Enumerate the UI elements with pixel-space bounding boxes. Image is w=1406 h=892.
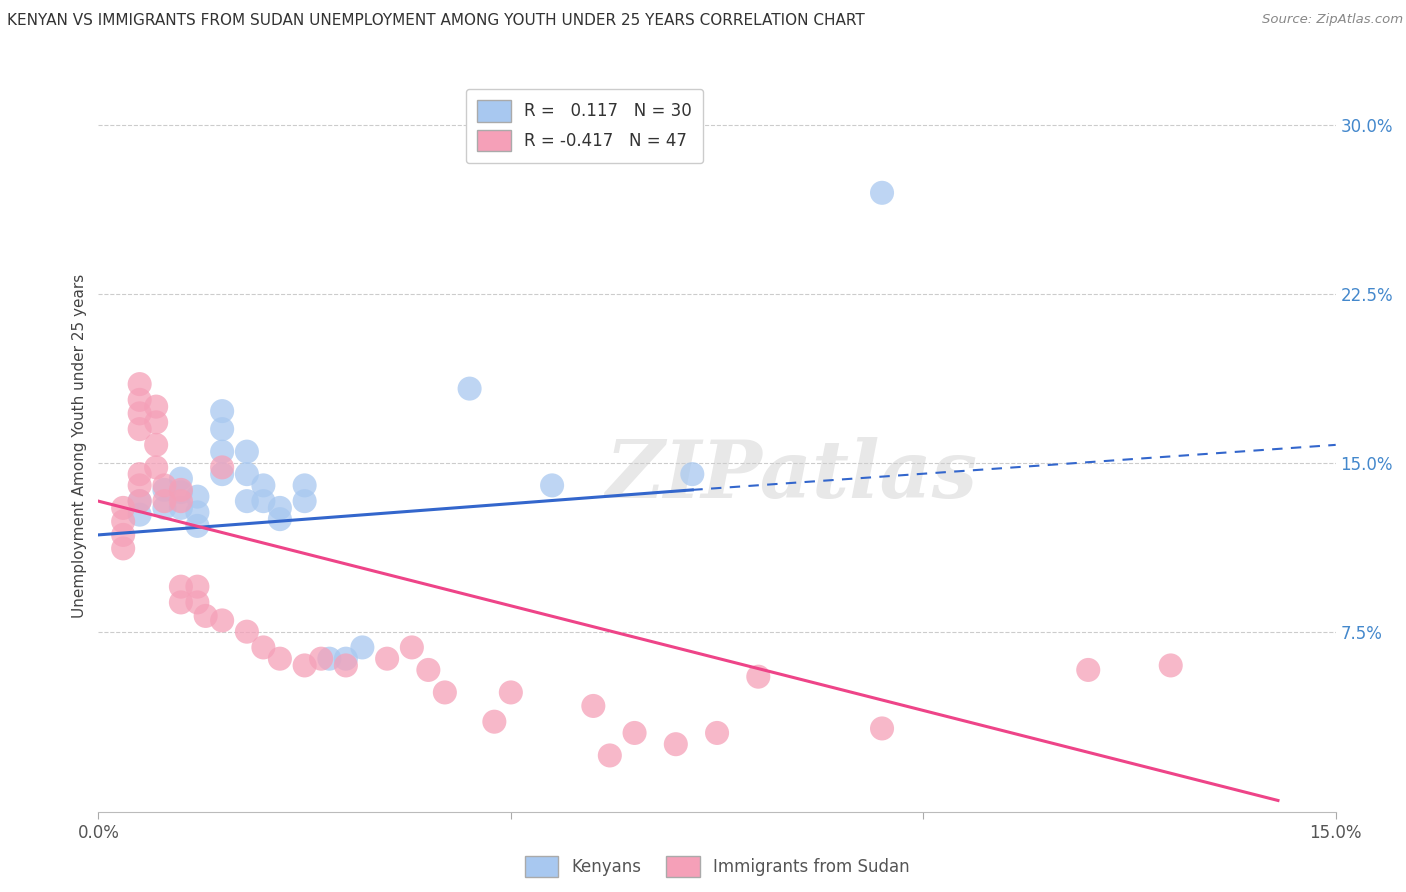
Point — [681, 467, 703, 482]
Point — [236, 467, 259, 482]
Point — [186, 580, 208, 594]
Point — [236, 494, 259, 508]
Point — [335, 658, 357, 673]
Point — [252, 478, 274, 492]
Point — [170, 485, 193, 500]
Point — [582, 698, 605, 713]
Point — [706, 726, 728, 740]
Point — [352, 640, 374, 655]
Point — [211, 467, 233, 482]
Point — [112, 541, 135, 556]
Point — [1160, 658, 1182, 673]
Point — [145, 460, 167, 475]
Point — [186, 519, 208, 533]
Point — [294, 478, 316, 492]
Point — [623, 726, 645, 740]
Point — [294, 658, 316, 673]
Point — [335, 651, 357, 665]
Y-axis label: Unemployment Among Youth under 25 years: Unemployment Among Youth under 25 years — [72, 274, 87, 618]
Point — [128, 406, 150, 420]
Point — [401, 640, 423, 655]
Point — [170, 595, 193, 609]
Point — [236, 444, 259, 458]
Point — [153, 500, 176, 515]
Point — [170, 472, 193, 486]
Point — [252, 640, 274, 655]
Text: KENYAN VS IMMIGRANTS FROM SUDAN UNEMPLOYMENT AMONG YOUTH UNDER 25 YEARS CORRELAT: KENYAN VS IMMIGRANTS FROM SUDAN UNEMPLOY… — [7, 13, 865, 29]
Point — [128, 478, 150, 492]
Point — [211, 460, 233, 475]
Point — [211, 422, 233, 436]
Point — [236, 624, 259, 639]
Point — [252, 494, 274, 508]
Point — [128, 392, 150, 407]
Point — [186, 595, 208, 609]
Point — [211, 444, 233, 458]
Point — [128, 467, 150, 482]
Point — [112, 528, 135, 542]
Point — [211, 404, 233, 418]
Point — [433, 685, 456, 699]
Point — [309, 651, 332, 665]
Point — [1077, 663, 1099, 677]
Point — [458, 382, 481, 396]
Point — [194, 608, 217, 623]
Point — [170, 500, 193, 515]
Point — [665, 737, 688, 751]
Point — [128, 422, 150, 436]
Point — [170, 483, 193, 497]
Point — [145, 400, 167, 414]
Point — [318, 651, 340, 665]
Text: ZIPatlas: ZIPatlas — [605, 436, 977, 514]
Point — [541, 478, 564, 492]
Point — [112, 515, 135, 529]
Point — [112, 500, 135, 515]
Point — [870, 186, 893, 200]
Point — [128, 508, 150, 522]
Point — [128, 494, 150, 508]
Point — [418, 663, 440, 677]
Point — [269, 500, 291, 515]
Point — [170, 580, 193, 594]
Text: Source: ZipAtlas.com: Source: ZipAtlas.com — [1263, 13, 1403, 27]
Point — [211, 614, 233, 628]
Point — [186, 490, 208, 504]
Point — [170, 494, 193, 508]
Point — [128, 494, 150, 508]
Point — [153, 494, 176, 508]
Point — [747, 670, 769, 684]
Point — [484, 714, 506, 729]
Point — [499, 685, 522, 699]
Point — [599, 748, 621, 763]
Point — [870, 722, 893, 736]
Point — [186, 505, 208, 519]
Point — [153, 478, 176, 492]
Point — [375, 651, 398, 665]
Point — [294, 494, 316, 508]
Point — [269, 651, 291, 665]
Point — [269, 512, 291, 526]
Legend: Kenyans, Immigrants from Sudan: Kenyans, Immigrants from Sudan — [517, 849, 917, 884]
Point — [145, 438, 167, 452]
Point — [128, 377, 150, 392]
Point — [145, 416, 167, 430]
Point — [153, 483, 176, 497]
